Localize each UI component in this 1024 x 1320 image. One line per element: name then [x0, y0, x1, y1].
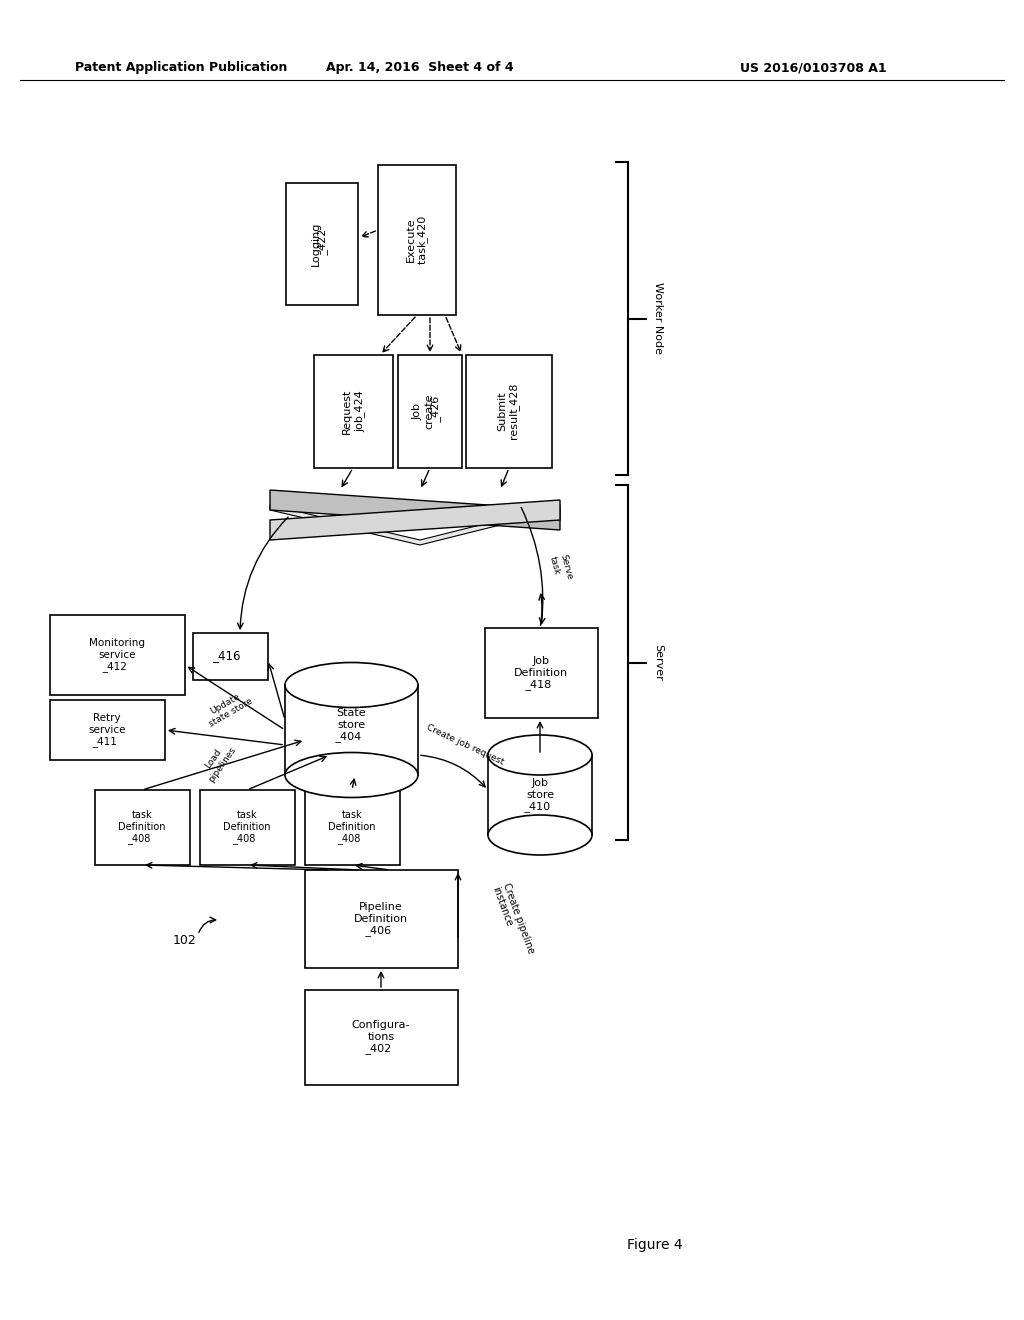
Polygon shape	[270, 500, 560, 540]
Text: Job
Definition
̲418: Job Definition ̲418	[514, 656, 568, 690]
Text: Serve
task: Serve task	[548, 553, 573, 583]
Text: Server: Server	[653, 644, 663, 681]
FancyBboxPatch shape	[466, 355, 552, 469]
Text: task
Definition
̲408: task Definition ̲408	[329, 810, 376, 843]
Text: Logging
̲422: Logging ̲422	[310, 222, 333, 267]
FancyBboxPatch shape	[200, 789, 295, 865]
Text: Job
create
̲426: Job create ̲426	[413, 393, 447, 429]
Text: Retry
service
̲411: Retry service ̲411	[88, 713, 126, 747]
FancyBboxPatch shape	[305, 990, 458, 1085]
FancyBboxPatch shape	[286, 183, 358, 305]
FancyBboxPatch shape	[285, 685, 418, 775]
Text: Execute
task ̲420: Execute task ̲420	[406, 216, 428, 264]
FancyBboxPatch shape	[485, 628, 598, 718]
Text: Update
state store: Update state store	[202, 688, 254, 729]
Text: Create job request: Create job request	[425, 723, 505, 767]
FancyBboxPatch shape	[95, 789, 190, 865]
Text: 102: 102	[173, 933, 197, 946]
Text: Load
pipelines: Load pipelines	[199, 739, 238, 784]
FancyBboxPatch shape	[488, 755, 592, 836]
FancyBboxPatch shape	[50, 615, 185, 696]
Ellipse shape	[488, 735, 592, 775]
Ellipse shape	[488, 814, 592, 855]
Text: US 2016/0103708 A1: US 2016/0103708 A1	[740, 62, 887, 74]
Text: Request
job ̲424: Request job ̲424	[342, 389, 365, 434]
Text: task
Definition
̲408: task Definition ̲408	[118, 810, 166, 843]
Text: Worker Node: Worker Node	[653, 282, 663, 355]
Text: ̲416: ̲416	[219, 649, 242, 663]
Text: Create pipeline
instance: Create pipeline instance	[490, 882, 536, 958]
Text: Pipeline
Definition
̲406: Pipeline Definition ̲406	[354, 902, 408, 936]
Text: Job
store
̲410: Job store ̲410	[526, 777, 554, 812]
FancyBboxPatch shape	[314, 355, 393, 469]
Ellipse shape	[285, 663, 418, 708]
Text: Apr. 14, 2016  Sheet 4 of 4: Apr. 14, 2016 Sheet 4 of 4	[327, 62, 514, 74]
FancyBboxPatch shape	[305, 870, 458, 968]
FancyBboxPatch shape	[193, 634, 268, 680]
Text: task
Definition
̲408: task Definition ̲408	[223, 810, 270, 843]
FancyBboxPatch shape	[378, 165, 456, 315]
Text: Figure 4: Figure 4	[627, 1238, 683, 1251]
Text: Configura-
tions
̲402: Configura- tions ̲402	[352, 1020, 411, 1055]
FancyBboxPatch shape	[50, 700, 165, 760]
FancyBboxPatch shape	[398, 355, 462, 469]
Polygon shape	[270, 490, 560, 531]
Ellipse shape	[285, 752, 418, 797]
Text: Patent Application Publication: Patent Application Publication	[75, 62, 288, 74]
Text: State
store
̲404: State store ̲404	[337, 708, 367, 742]
Text: Monitoring
service
̲412: Monitoring service ̲412	[89, 638, 145, 672]
Polygon shape	[270, 506, 560, 545]
Text: Submit
result ̲428: Submit result ̲428	[498, 383, 520, 440]
FancyBboxPatch shape	[305, 789, 400, 865]
